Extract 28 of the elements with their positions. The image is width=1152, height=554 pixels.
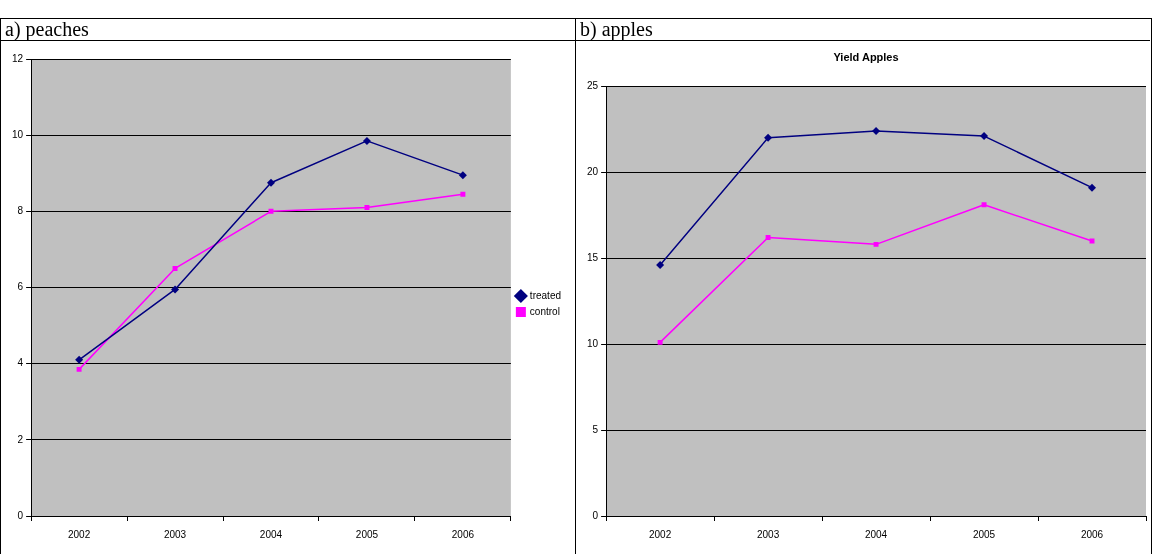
chart-title: a) peaches bbox=[1, 18, 575, 41]
y-tick-label: 10 bbox=[587, 337, 599, 349]
x-tick-label: 2003 bbox=[163, 528, 187, 540]
legend-label: treated bbox=[529, 289, 562, 301]
y-tick-label: 0 bbox=[17, 509, 24, 521]
y-tick-label: 15 bbox=[587, 251, 599, 263]
y-tick-label: 0 bbox=[592, 509, 599, 521]
x-tick-label: 2003 bbox=[756, 528, 780, 540]
x-tick-label: 2006 bbox=[451, 528, 475, 540]
x-tick-label: 2002 bbox=[648, 528, 672, 540]
x-tick-label: 2005 bbox=[355, 528, 379, 540]
y-tick-label: 4 bbox=[17, 357, 24, 369]
x-tick-label: 2005 bbox=[972, 528, 996, 540]
y-tick-label: 5 bbox=[592, 423, 599, 435]
x-tick-label: 2004 bbox=[259, 528, 283, 540]
chart-subtitle: Yield Apples bbox=[833, 50, 899, 63]
x-tick-label: 2004 bbox=[864, 528, 888, 540]
y-tick-label: 10 bbox=[12, 128, 24, 140]
x-tick-label: 2002 bbox=[67, 528, 91, 540]
y-tick-label: 12 bbox=[12, 52, 24, 64]
y-tick-label: 6 bbox=[17, 281, 24, 293]
y-tick-label: 2 bbox=[17, 433, 24, 445]
x-tick-label: 2006 bbox=[1080, 528, 1104, 540]
y-tick-label: 20 bbox=[587, 165, 599, 177]
y-tick-label: 8 bbox=[17, 205, 24, 217]
legend-label: control bbox=[529, 305, 560, 317]
chart-title: b) apples bbox=[576, 18, 1150, 41]
y-tick-label: 25 bbox=[587, 79, 599, 91]
